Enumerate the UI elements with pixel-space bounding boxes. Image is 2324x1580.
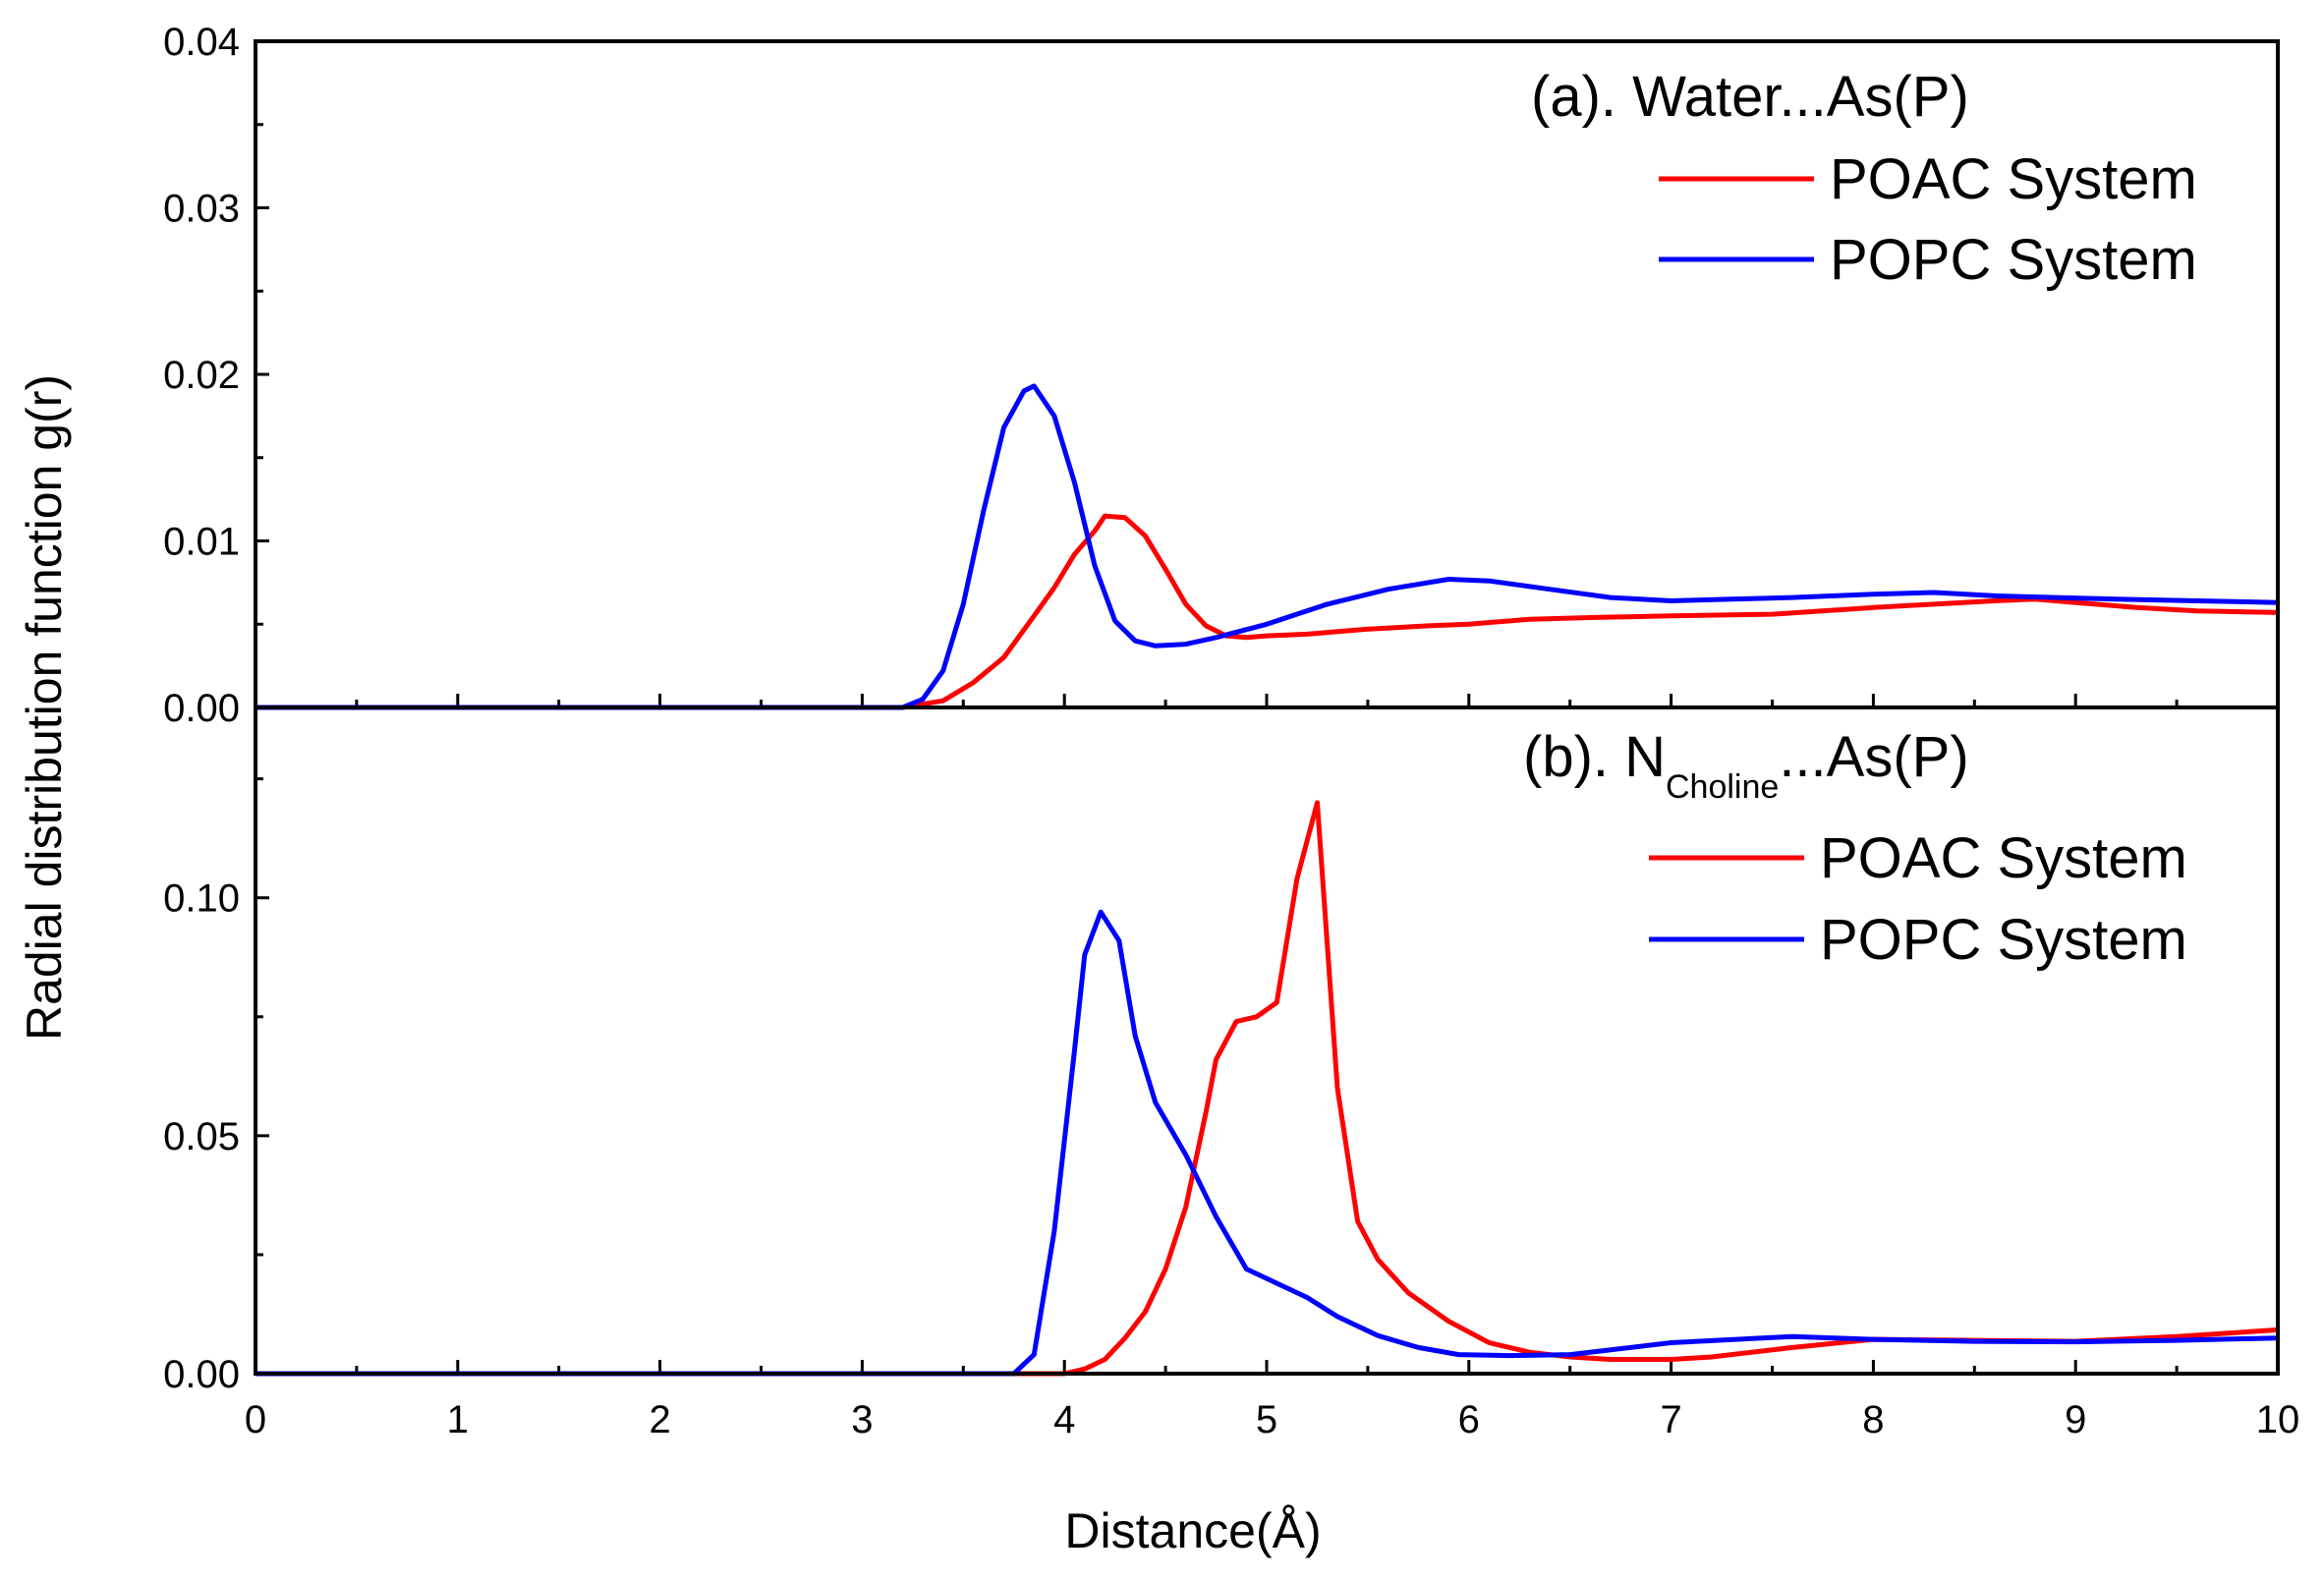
panel-a-line-poac-system (255, 513, 2279, 710)
panel-a-line-popc-system (255, 383, 2279, 710)
x-tick-label: 4 (1053, 1398, 1075, 1441)
panel-b-y-tick-label: 0.05 (163, 1115, 240, 1158)
panel-a-series (255, 383, 2279, 710)
panel-a-legend-label-poac: POAC System (1830, 147, 2197, 211)
x-tick-label: 2 (649, 1398, 670, 1441)
x-tick-label: 10 (2256, 1398, 2300, 1441)
x-tick-label: 0 (245, 1398, 266, 1441)
panel-b-frame (254, 705, 2280, 1376)
panel-a-title: (a). Water...As(P) (1531, 65, 1969, 129)
panel-b-title: (b). NCholine...As(P) (1523, 725, 1969, 806)
x-tick-label: 5 (1256, 1398, 1277, 1441)
panel-a-y-tick-label: 0.03 (163, 188, 240, 231)
panel-b-title-main: (b). N (1523, 725, 1666, 789)
panel-a-y-tick-label: 0.00 (163, 687, 240, 730)
x-tick-label: 6 (1458, 1398, 1480, 1441)
y-axis-title: Radial distribution function g(r) (17, 374, 72, 1041)
panel-b-line-popc-system (255, 909, 2279, 1377)
panel-b-y-tick-label: 0.00 (163, 1353, 240, 1396)
x-tick-label: 7 (1660, 1398, 1681, 1441)
x-axis-title: Distance(Å) (1064, 1503, 1321, 1558)
panel-b-y-tick-label: 0.10 (163, 877, 240, 921)
x-tick-label: 3 (851, 1398, 873, 1441)
panel-a-axes: 0.00 0.01 0.02 0.03 0.04 (163, 21, 2280, 730)
x-tick-label: 8 (1862, 1398, 1884, 1441)
x-tick-label: 9 (2065, 1398, 2086, 1441)
x-tick-label: 1 (447, 1398, 469, 1441)
panel-b-legend-label-poac: POAC System (1820, 826, 2187, 890)
panel-b-axes: 0.00 0.05 0.10 0 1 2 3 4 5 6 7 8 9 10 (163, 777, 2300, 1441)
panel-a-y-tick-label: 0.04 (163, 21, 240, 64)
panel-b-legend-label-popc: POPC System (1820, 908, 2187, 972)
panel-a-y-tick-label: 0.01 (163, 521, 240, 564)
panel-b-title-subscript: Choline (1666, 768, 1779, 806)
panel-a-legend-label-popc: POPC System (1830, 228, 2197, 292)
panel-b-title-tail: ...As(P) (1779, 725, 1968, 789)
panel-b-series (255, 800, 2279, 1377)
panel-b-line-poac-system (255, 800, 2279, 1377)
panel-a-y-tick-label: 0.02 (163, 354, 240, 397)
